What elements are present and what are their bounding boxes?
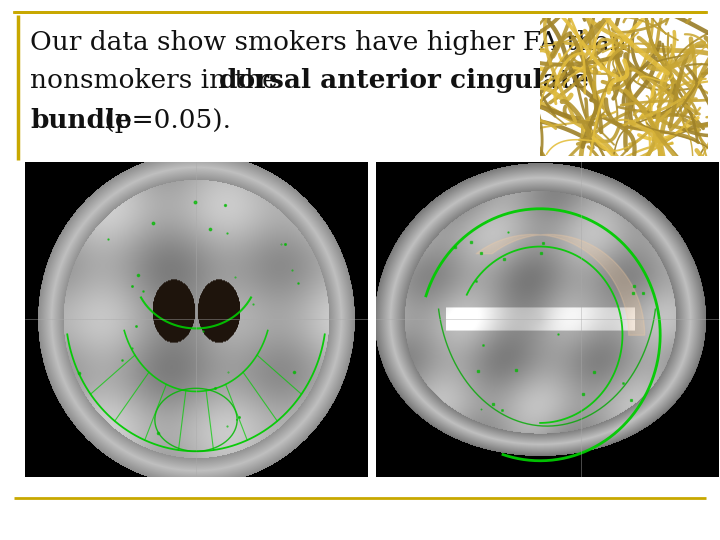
Text: dorsal anterior cingulate: dorsal anterior cingulate (219, 68, 589, 93)
Text: (p=0.05).: (p=0.05). (96, 108, 231, 133)
Text: bundle: bundle (30, 108, 132, 133)
Text: nonsmokers in the: nonsmokers in the (30, 68, 286, 93)
Text: Our data show smokers have higher FA than: Our data show smokers have higher FA tha… (30, 30, 626, 55)
